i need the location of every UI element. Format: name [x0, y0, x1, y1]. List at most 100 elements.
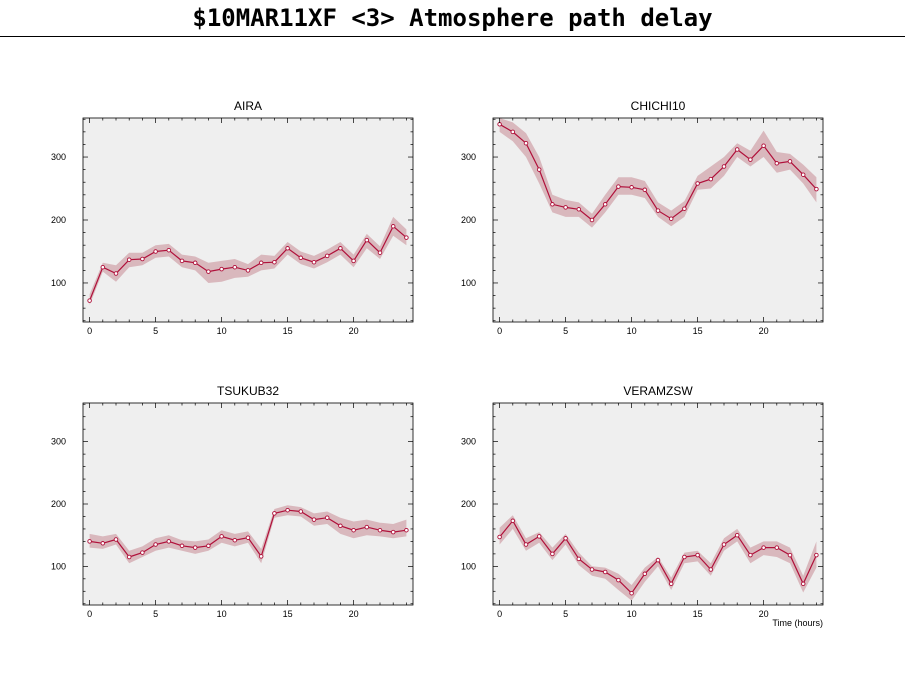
data-point [285, 246, 290, 251]
x-tick-label: 20 [759, 609, 769, 619]
page-title: $10MAR11XF <3> Atmosphere path delay [192, 4, 713, 32]
y-tick-label: 100 [51, 278, 66, 288]
data-point [563, 536, 568, 541]
data-point [364, 237, 370, 243]
data-point [589, 567, 595, 572]
data-point [655, 208, 661, 213]
data-point [576, 556, 582, 562]
data-point [219, 534, 224, 539]
x-tick-label: 10 [627, 609, 637, 619]
x-tick-label: 15 [693, 326, 703, 336]
x-tick-label: 0 [497, 609, 502, 619]
data-point [140, 550, 145, 555]
x-tick-label: 20 [349, 609, 359, 619]
data-point [787, 552, 793, 558]
data-point [523, 140, 529, 146]
data-point [668, 581, 674, 587]
data-point [272, 511, 277, 516]
panel-title: AIRA [234, 99, 262, 113]
y-tick-label: 200 [461, 499, 476, 509]
data-point [100, 541, 106, 546]
data-point [616, 184, 621, 189]
title-rule [0, 36, 905, 37]
data-point [708, 176, 714, 182]
data-point [126, 554, 132, 560]
data-point [245, 268, 251, 273]
data-point [377, 250, 383, 255]
data-point [563, 205, 568, 210]
x-tick-label: 20 [349, 326, 359, 336]
data-point [113, 537, 119, 542]
data-point [523, 542, 529, 547]
x-tick-label: 0 [497, 326, 502, 336]
error-band [499, 118, 817, 228]
panel-chichi10: CHICHI10 0 5 10 15 20 100 200 300 [461, 99, 824, 336]
data-point [668, 216, 674, 221]
panel-tsukub32: TSUKUB32 0 5 10 15 20 100 200 300 [51, 384, 414, 619]
data-point [695, 181, 700, 186]
data-point [338, 523, 343, 529]
data-point [497, 534, 502, 540]
y-tick-label: 100 [461, 278, 476, 288]
data-point [721, 164, 727, 169]
data-point [800, 172, 806, 177]
data-point [390, 529, 396, 535]
x-tick-label: 10 [217, 609, 227, 619]
data-point [576, 207, 582, 212]
panel-aira: AIRA 0 5 10 15 20 100 200 300 [51, 99, 414, 336]
data-point [734, 532, 740, 538]
data-point [404, 235, 409, 240]
data-point [774, 545, 780, 550]
data-point [258, 260, 264, 266]
data-point [682, 554, 687, 560]
data-point [814, 186, 819, 192]
data-point [404, 527, 409, 533]
data-point [390, 224, 396, 229]
data-point [272, 259, 277, 265]
data-point [510, 129, 516, 135]
plot-area [493, 403, 823, 605]
data-point [232, 537, 238, 543]
plot-area [83, 403, 413, 605]
data-point [748, 552, 753, 558]
data-point [285, 507, 290, 513]
data-point [708, 567, 714, 572]
data-point [536, 167, 542, 172]
data-point [364, 524, 370, 530]
data-point [245, 535, 251, 540]
data-point [87, 539, 92, 544]
x-tick-label: 5 [153, 326, 158, 336]
data-point [324, 253, 330, 259]
data-point [800, 581, 806, 587]
data-point [153, 542, 158, 547]
y-tick-label: 200 [51, 499, 66, 509]
data-point [206, 543, 211, 549]
data-point [232, 264, 238, 270]
y-tick-label: 300 [51, 437, 66, 447]
y-tick-label: 300 [461, 437, 476, 447]
x-tick-label: 5 [563, 326, 568, 336]
data-point [642, 571, 648, 577]
x-tick-label: 5 [563, 609, 568, 619]
x-tick-label: 10 [627, 326, 637, 336]
x-tick-label: 15 [693, 609, 703, 619]
data-point [655, 557, 661, 563]
panel-veramzsw: VERAMZSW 0 5 10 15 20 100 200 300 Time (hours) [461, 384, 824, 628]
data-point [338, 246, 343, 251]
data-point [206, 269, 211, 274]
data-point [351, 258, 356, 264]
y-tick-label: 100 [51, 561, 66, 571]
data-point [774, 161, 780, 166]
x-axis-label: Time (hours) [772, 618, 823, 628]
data-point [629, 590, 634, 596]
data-point [126, 257, 132, 262]
data-point [324, 515, 330, 520]
data-point [311, 259, 317, 265]
data-point [682, 206, 687, 211]
data-point [219, 266, 224, 272]
data-point [761, 143, 766, 148]
data-point [695, 552, 700, 558]
data-point [153, 249, 158, 254]
y-tick-label: 300 [51, 152, 66, 162]
y-tick-label: 100 [461, 561, 476, 571]
